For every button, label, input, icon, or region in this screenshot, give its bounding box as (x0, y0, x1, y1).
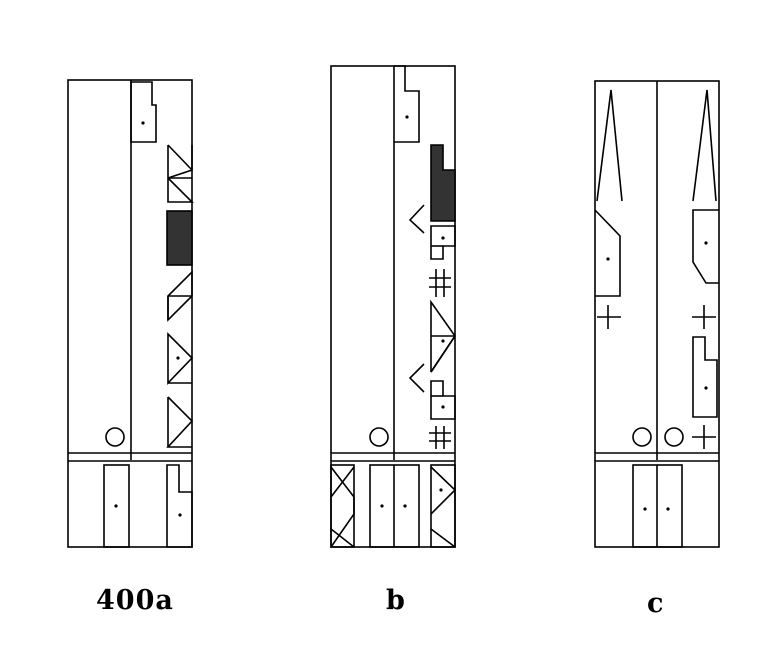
panel-a-bottom-dot (114, 504, 118, 508)
panel-b-bottom-mid-dot-right (403, 504, 407, 508)
panel-a-outline (67, 79, 193, 548)
panel-a-hourglass (167, 144, 194, 203)
panel-c (594, 80, 720, 548)
panel-b-triangle (430, 299, 456, 373)
panel-a-hourglass-right (167, 145, 193, 179)
panel-c-bottom-dot-right (666, 507, 670, 511)
panel-c-trapezoid-right (692, 209, 719, 284)
panel-a-filled-block (166, 210, 193, 266)
panel-a-bottom-notched (166, 464, 193, 548)
panel-c-spike-right (692, 89, 717, 202)
panel-a-circle (105, 427, 125, 447)
panel-a-bottom-notched-dot (178, 513, 182, 517)
panel-b-small-box (430, 225, 456, 260)
panel-b-chevron-upper (408, 204, 425, 234)
panel-b-bottom-left-cross (330, 466, 355, 548)
panel-a-lower-wedge (166, 396, 194, 448)
panel-b-triangle-diag (430, 335, 456, 373)
panel-a-triangle-dot (176, 356, 180, 360)
panel-a-label: 400a (96, 585, 174, 616)
panel-c-trapezoid-left (594, 209, 621, 297)
panel-a (67, 79, 194, 548)
panel-c-circle-left (632, 427, 652, 447)
panel-c-notched-box (692, 336, 718, 418)
panel-b-hash-upper (429, 269, 451, 297)
panel-c-plus-right (692, 305, 716, 329)
panel-b-dot (405, 115, 409, 119)
panel-c-spike-left (596, 89, 623, 202)
panel-a-dot (141, 121, 145, 125)
panel-b-small-box-lower (430, 380, 456, 420)
panel-b-hash-lower (429, 426, 451, 449)
panel-b (330, 65, 457, 548)
panel-c-circle-right (664, 427, 684, 447)
panel-b-bottom-right-box (430, 464, 456, 548)
panel-b-notched-box (394, 65, 420, 143)
panel-b-bottom-mid-dot-left (380, 504, 384, 508)
panel-c-trapezoid-right-dot (704, 241, 708, 245)
panel-c-plus-bottom (692, 425, 716, 449)
panel-b-bottom-right-dot (439, 488, 443, 492)
panel-b-label: b (386, 585, 405, 616)
panel-a-notched-box (130, 81, 157, 143)
panel-b-bottom-left-box (330, 464, 355, 548)
panel-b-circle (369, 427, 389, 447)
panel-b-filled-block (430, 144, 456, 222)
panel-c-plus-left (597, 305, 621, 329)
panel-b-chevron-lower (408, 363, 425, 393)
panel-c-bottom-dot-left (643, 507, 647, 511)
panel-b-bottom-left-diag (330, 528, 355, 548)
panel-a-triangle (167, 332, 194, 385)
panel-c-label: c (647, 588, 664, 619)
panel-b-bottom-right-wedge (430, 466, 457, 548)
panel-c-trapezoid-left-dot (606, 257, 610, 261)
panel-b-triangle-dot (441, 339, 445, 343)
panel-b-outline (330, 65, 456, 548)
panel-b-small-box-dot (441, 236, 445, 240)
panel-b-small-box-lower-dot (441, 405, 445, 409)
panel-c-notched-box-dot (704, 386, 708, 390)
panel-a-bottom-box (103, 464, 130, 548)
